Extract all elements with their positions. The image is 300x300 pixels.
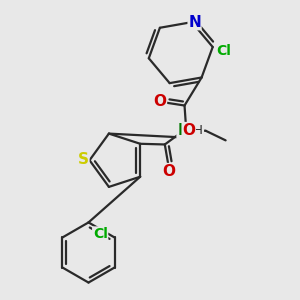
Text: N: N: [188, 15, 201, 30]
Text: Cl: Cl: [216, 44, 231, 58]
Text: S: S: [78, 152, 89, 167]
Text: O: O: [153, 94, 167, 109]
Text: O: O: [182, 123, 195, 138]
Text: O: O: [162, 164, 176, 178]
Text: -H: -H: [190, 124, 203, 137]
Text: Cl: Cl: [93, 227, 108, 241]
Text: N: N: [177, 123, 190, 138]
